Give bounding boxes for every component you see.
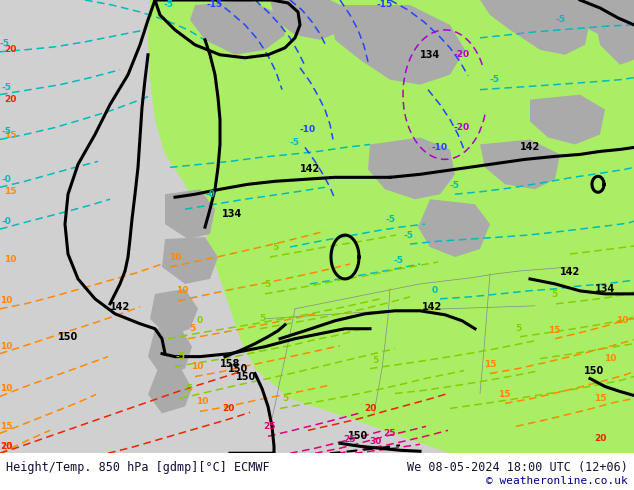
Text: 150: 150 <box>584 366 604 375</box>
Text: -0: -0 <box>205 190 215 199</box>
Text: -5: -5 <box>490 75 500 84</box>
Text: 142: 142 <box>110 302 130 312</box>
Text: 134: 134 <box>420 50 440 60</box>
Text: 5: 5 <box>282 394 288 403</box>
Text: -5: -5 <box>385 215 395 223</box>
Text: 142: 142 <box>560 267 580 277</box>
Text: 15: 15 <box>594 394 606 403</box>
Text: 5: 5 <box>272 243 278 251</box>
Polygon shape <box>368 138 455 199</box>
Text: 30: 30 <box>370 437 382 446</box>
Polygon shape <box>150 289 198 337</box>
Text: -5: -5 <box>450 181 460 190</box>
Text: 15: 15 <box>484 360 496 369</box>
Polygon shape <box>530 95 605 145</box>
Text: 15: 15 <box>498 390 510 399</box>
Text: 150: 150 <box>236 371 256 382</box>
Text: 25: 25 <box>384 429 396 438</box>
Text: 10: 10 <box>169 252 181 262</box>
Text: 15: 15 <box>0 422 13 431</box>
Text: 25: 25 <box>264 422 276 431</box>
Text: 150: 150 <box>58 332 78 342</box>
Text: 10: 10 <box>0 342 13 351</box>
Polygon shape <box>270 0 350 40</box>
Text: 5: 5 <box>372 356 378 365</box>
Text: 134: 134 <box>595 284 615 294</box>
Text: 10: 10 <box>191 362 203 371</box>
Text: 20: 20 <box>0 442 13 451</box>
Text: -5: -5 <box>183 384 193 393</box>
Text: 142: 142 <box>422 302 442 312</box>
Text: 5: 5 <box>515 324 521 333</box>
Text: -10: -10 <box>432 143 448 152</box>
Text: -15: -15 <box>377 0 393 9</box>
Text: -5: -5 <box>2 83 12 92</box>
Text: -5: -5 <box>175 352 185 361</box>
Text: 15: 15 <box>4 187 16 196</box>
Text: 20: 20 <box>594 434 606 443</box>
Polygon shape <box>595 0 634 65</box>
Polygon shape <box>148 367 192 414</box>
Text: -5: -5 <box>393 256 403 266</box>
Text: 10: 10 <box>616 316 628 325</box>
Text: 0: 0 <box>432 286 438 295</box>
Polygon shape <box>0 0 634 453</box>
Text: 5: 5 <box>259 314 265 323</box>
Text: 142: 142 <box>300 164 320 174</box>
Text: 10: 10 <box>4 254 16 264</box>
Text: 10: 10 <box>196 397 208 406</box>
Text: 10: 10 <box>604 354 616 363</box>
Text: 150: 150 <box>228 364 248 373</box>
Polygon shape <box>480 0 590 55</box>
Text: 158: 158 <box>220 359 240 368</box>
Polygon shape <box>148 327 192 376</box>
Text: -20: -20 <box>454 50 470 59</box>
Text: 134: 134 <box>222 209 242 219</box>
Polygon shape <box>190 0 285 55</box>
Text: 15: 15 <box>4 131 16 140</box>
Text: 10: 10 <box>176 286 188 295</box>
Text: We 08-05-2024 18:00 UTC (12+06): We 08-05-2024 18:00 UTC (12+06) <box>407 461 628 474</box>
Text: 25: 25 <box>344 435 356 444</box>
Text: -5: -5 <box>555 15 565 24</box>
Text: © weatheronline.co.uk: © weatheronline.co.uk <box>486 476 628 486</box>
Text: 142: 142 <box>520 143 540 152</box>
Text: 0: 0 <box>197 316 203 325</box>
Text: 15: 15 <box>0 442 13 451</box>
Text: 20: 20 <box>4 95 16 104</box>
Text: -0: -0 <box>2 217 12 226</box>
Text: -20: -20 <box>454 123 470 132</box>
Polygon shape <box>165 189 215 239</box>
Text: 10: 10 <box>0 384 13 393</box>
Polygon shape <box>148 0 634 453</box>
Text: 10: 10 <box>0 296 13 305</box>
Text: Height/Temp. 850 hPa [gdmp][°C] ECMWF: Height/Temp. 850 hPa [gdmp][°C] ECMWF <box>6 461 270 474</box>
Text: -0: -0 <box>2 175 12 184</box>
Text: 15: 15 <box>548 326 560 335</box>
Polygon shape <box>480 140 560 189</box>
Text: 5: 5 <box>264 280 270 290</box>
Text: -5: -5 <box>2 127 12 136</box>
Polygon shape <box>418 199 490 257</box>
Text: -15: -15 <box>207 0 223 9</box>
Text: 20: 20 <box>4 45 16 54</box>
Text: 5: 5 <box>551 291 557 299</box>
Text: 20: 20 <box>364 404 376 413</box>
Polygon shape <box>162 237 218 284</box>
Text: 20: 20 <box>222 404 234 413</box>
Text: 150: 150 <box>348 431 368 441</box>
Text: -5: -5 <box>163 0 173 9</box>
Text: -5: -5 <box>290 138 300 147</box>
Text: -5: -5 <box>0 39 10 49</box>
Text: -10: -10 <box>300 125 316 134</box>
Polygon shape <box>560 0 634 40</box>
Text: -5: -5 <box>403 231 413 240</box>
Polygon shape <box>330 5 465 85</box>
Text: 5: 5 <box>189 324 195 333</box>
